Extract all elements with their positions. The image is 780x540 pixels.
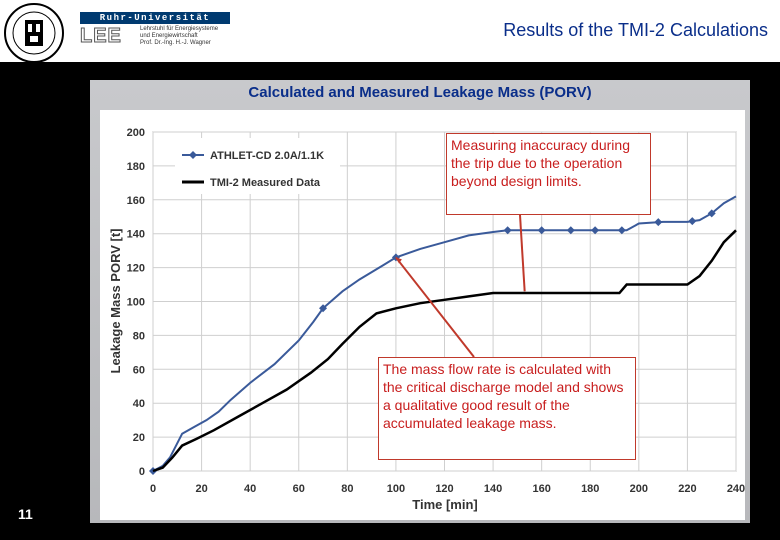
athlet-marker-10: [707, 209, 716, 218]
y-tick-label-0: 0: [139, 466, 145, 478]
y-tick-label-5: 100: [127, 297, 145, 309]
slide-number: 11: [18, 506, 33, 522]
x-tick-label-3: 60: [293, 483, 305, 495]
athlet-marker-6: [591, 226, 600, 235]
athlet-marker-1: [319, 304, 328, 313]
arrow-bottom: [395, 256, 475, 358]
y-tick-label-7: 140: [127, 229, 145, 241]
x-tick-label-9: 180: [581, 483, 599, 495]
chart-legend: ATHLET-CD 2.0A/1.1K TMI-2 Measured Data: [175, 138, 340, 194]
lee-subtitle: Lehrstuhl für Energiesysteme und Energie…: [140, 26, 240, 47]
slide-title: Results of the TMI-2 Calculations: [503, 20, 768, 40]
arrow-top: [519, 214, 526, 292]
athlet-marker-9: [688, 217, 697, 226]
athlet-marker-5: [566, 226, 575, 235]
y-tick-label-3: 60: [133, 364, 145, 376]
legend-box: [175, 138, 340, 194]
y-tick-label-4: 80: [133, 330, 145, 342]
x-tick-label-10: 200: [630, 483, 648, 495]
x-tick-label-2: 40: [244, 483, 256, 495]
athlet-marker-8: [654, 218, 663, 227]
university-seal-icon: [4, 3, 64, 63]
x-tick-label-11: 220: [678, 483, 696, 495]
legend-athlet-label: ATHLET-CD 2.0A/1.1K: [210, 150, 324, 162]
athlet-marker-7: [617, 226, 626, 235]
athlet-marker-4: [537, 226, 546, 235]
x-tick-label-5: 100: [387, 483, 405, 495]
series-line-measured: [152, 229, 737, 473]
lee-subtitle-line-2: und Energiewirtschaft: [140, 33, 198, 39]
y-axis-label: Leakage Mass PORV [t]: [108, 229, 123, 374]
y-tick-label-10: 200: [127, 127, 145, 139]
athlet-marker-3: [503, 226, 512, 235]
y-tick-label-6: 120: [127, 263, 145, 275]
callout-mass-flow-rate: The mass flow rate is calculated with th…: [378, 357, 636, 460]
legend-athlet-marker: [189, 151, 197, 159]
x-tick-label-4: 80: [341, 483, 353, 495]
x-tick-label-12: 240: [727, 483, 745, 495]
lee-subtitle-line-3: Prof. Dr.-Ing. H.-J. Wagner: [140, 40, 211, 46]
y-tick-label-8: 160: [127, 195, 145, 207]
y-tick-label-9: 180: [127, 161, 145, 173]
x-tick-label-7: 140: [484, 483, 502, 495]
chart-title: Calculated and Measured Leakage Mass (PO…: [248, 84, 592, 101]
x-tick-label-1: 20: [195, 483, 207, 495]
series-line-athlet: [152, 195, 737, 472]
x-tick-label-6: 120: [435, 483, 453, 495]
x-tick-label-8: 160: [532, 483, 550, 495]
x-tick-label-0: 0: [150, 483, 156, 495]
callout-measuring-inaccuracy: Measuring inaccuracy during the trip due…: [446, 133, 651, 215]
x-axis-label: Time [min]: [412, 497, 478, 512]
lee-subtitle-line-1: Lehrstuhl für Energiesysteme: [140, 26, 219, 32]
legend-measured-label: TMI-2 Measured Data: [210, 177, 321, 189]
y-tick-label-1: 20: [133, 432, 145, 444]
header-bar: Ruhr-Universität Bochum LEE Lehrstuhl fü…: [0, 0, 780, 63]
arrow-bottom-head: [395, 257, 402, 264]
y-tick-label-2: 40: [133, 398, 145, 410]
lee-logo: LEE: [80, 25, 122, 47]
university-name: Ruhr-Universität Bochum: [80, 12, 230, 35]
